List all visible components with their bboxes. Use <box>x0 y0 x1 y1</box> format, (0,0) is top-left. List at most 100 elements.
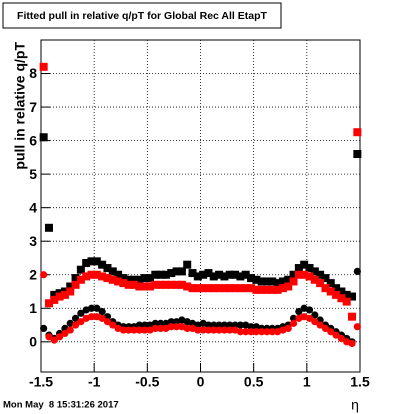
marker <box>92 270 101 279</box>
marker <box>76 265 85 274</box>
marker <box>225 270 234 279</box>
marker <box>177 267 186 276</box>
marker <box>236 328 244 336</box>
marker <box>348 312 357 321</box>
marker <box>130 275 139 284</box>
y-tick-label: 2 <box>29 266 37 282</box>
timestamp: Mon May 8 15:31:26 2017 <box>3 400 119 411</box>
y-tick-label: 3 <box>29 233 37 249</box>
marker <box>252 285 261 294</box>
marker <box>199 326 207 334</box>
marker <box>50 295 59 304</box>
marker <box>183 324 191 333</box>
marker <box>332 284 341 293</box>
marker <box>50 336 58 344</box>
marker <box>247 328 255 336</box>
marker <box>71 314 80 322</box>
chart-title: Fitted pull in relative q/pT for Global … <box>17 10 267 22</box>
marker <box>39 133 48 142</box>
marker <box>273 279 282 288</box>
marker <box>337 294 346 303</box>
marker <box>204 284 213 293</box>
marker <box>92 257 101 266</box>
marker <box>241 284 250 293</box>
marker <box>114 270 123 279</box>
marker <box>193 284 202 293</box>
marker <box>82 259 91 268</box>
marker <box>337 287 346 296</box>
marker <box>156 270 165 279</box>
marker <box>326 279 335 288</box>
marker <box>215 321 223 329</box>
marker <box>278 284 287 293</box>
x-tick-label: -1.5 <box>29 374 53 390</box>
marker <box>71 280 80 289</box>
marker <box>220 321 229 329</box>
marker <box>262 285 271 294</box>
marker <box>50 290 59 299</box>
marker <box>119 279 128 288</box>
marker <box>220 284 229 293</box>
marker <box>348 292 357 301</box>
marker <box>220 272 229 281</box>
marker <box>61 329 69 338</box>
marker <box>151 319 159 327</box>
marker <box>157 324 165 333</box>
y-tick-label: 1 <box>29 300 37 316</box>
y-tick-label: 7 <box>29 99 37 115</box>
marker <box>66 282 75 291</box>
marker <box>40 271 48 279</box>
marker <box>236 321 244 329</box>
marker <box>183 260 192 269</box>
marker <box>258 328 266 336</box>
marker <box>311 318 319 326</box>
marker <box>82 272 91 281</box>
marker <box>215 284 224 293</box>
marker <box>231 284 240 293</box>
marker <box>140 282 149 291</box>
marker <box>103 318 112 326</box>
marker <box>268 285 277 294</box>
title-box <box>2 2 282 29</box>
marker <box>167 323 175 331</box>
marker <box>294 264 303 273</box>
marker <box>193 272 202 281</box>
marker <box>130 326 138 334</box>
marker <box>124 275 133 284</box>
marker <box>284 275 293 284</box>
marker <box>305 272 314 281</box>
marker <box>226 326 234 334</box>
marker <box>300 260 309 269</box>
marker <box>311 311 319 319</box>
marker <box>71 321 80 329</box>
y-axis-label: pull in relative q/pT <box>12 42 28 170</box>
marker <box>353 128 362 137</box>
marker <box>204 321 213 329</box>
marker <box>294 270 303 279</box>
marker <box>257 277 266 286</box>
marker <box>342 290 351 299</box>
marker <box>342 297 351 306</box>
marker <box>247 323 255 331</box>
marker <box>289 270 298 279</box>
marker <box>167 280 176 289</box>
marker <box>157 319 165 327</box>
marker <box>348 339 356 348</box>
marker <box>268 277 277 286</box>
marker <box>289 319 298 327</box>
y-tick-label: 5 <box>29 166 37 182</box>
x-tick-label: 1 <box>303 374 311 390</box>
marker <box>45 333 53 341</box>
marker <box>125 326 133 334</box>
marker <box>209 284 218 293</box>
marker <box>241 270 250 279</box>
marker <box>44 223 53 232</box>
marker <box>204 269 213 278</box>
marker <box>242 328 250 336</box>
marker <box>56 333 64 341</box>
marker <box>119 274 128 283</box>
marker <box>114 277 123 286</box>
marker <box>44 299 53 308</box>
marker <box>188 269 197 278</box>
